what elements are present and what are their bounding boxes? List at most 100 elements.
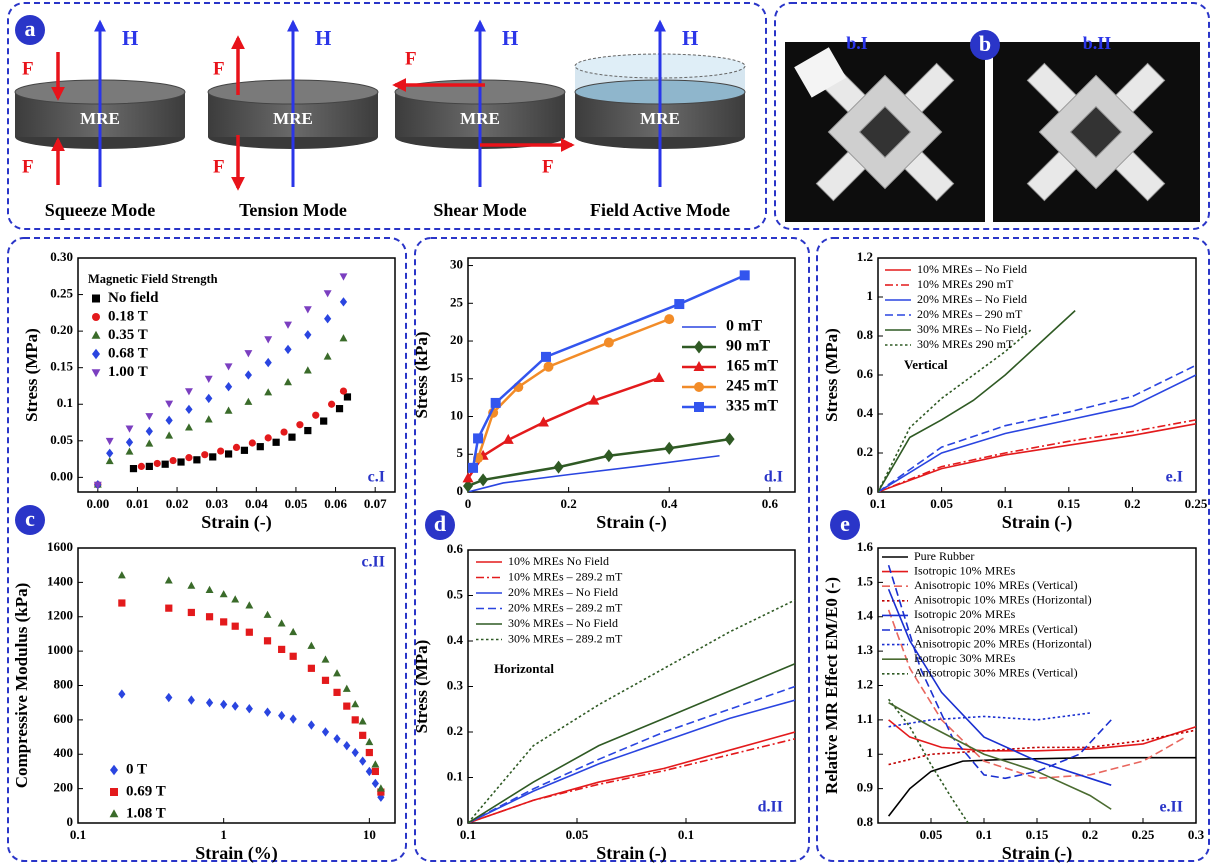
marker-circle bbox=[92, 313, 100, 321]
y-tick-label: 400 bbox=[54, 745, 74, 760]
series-line bbox=[468, 699, 795, 823]
marker-square bbox=[540, 351, 551, 362]
series-line bbox=[878, 310, 1076, 492]
y-tick-label: 20 bbox=[450, 332, 463, 347]
marker-square bbox=[161, 460, 169, 468]
y-tick-label: 0.15 bbox=[50, 359, 73, 374]
x-tick-label: 0.04 bbox=[245, 496, 268, 511]
x-tick-label: 1 bbox=[220, 827, 227, 842]
marker-square bbox=[320, 417, 328, 425]
force-label: F bbox=[542, 156, 554, 177]
material-label: MRE bbox=[80, 109, 120, 128]
marker-triangle bbox=[284, 377, 292, 386]
marker-diamond bbox=[231, 701, 239, 711]
marker-diamond bbox=[284, 344, 292, 355]
marker-square bbox=[245, 628, 253, 636]
marker-triangle bbox=[264, 388, 273, 396]
marker-triangle bbox=[165, 400, 174, 408]
marker-triangle bbox=[231, 595, 240, 603]
x-tick-label: 0.05 bbox=[930, 496, 953, 511]
series-line bbox=[468, 731, 795, 823]
marker-square bbox=[739, 270, 750, 281]
x-tick-label: 0.1 bbox=[870, 496, 886, 511]
marker-square bbox=[377, 788, 385, 796]
marker-circle bbox=[603, 337, 614, 348]
y-axis-label: Stress (MPa) bbox=[412, 640, 431, 734]
annotation: Vertical bbox=[904, 357, 948, 372]
legend-label: 10% MREs 290 mT bbox=[917, 277, 1014, 291]
x-axis-label: Strain (-) bbox=[596, 512, 667, 533]
y-tick-label: 1.2 bbox=[857, 249, 873, 264]
marker-diamond bbox=[165, 692, 173, 703]
marker-triangle bbox=[307, 641, 316, 649]
marker-diamond bbox=[553, 460, 564, 474]
marker-diamond bbox=[694, 340, 704, 354]
force-label: F bbox=[22, 58, 34, 79]
marker-diamond bbox=[664, 441, 675, 455]
marker-triangle bbox=[117, 571, 126, 579]
x-tick-label: 0.1 bbox=[70, 827, 86, 842]
marker-square bbox=[240, 446, 249, 454]
legend-label: 10% MREs – 289.2 mT bbox=[508, 569, 623, 583]
legend-label: 30% MREs – No Field bbox=[917, 322, 1027, 336]
series-line bbox=[468, 663, 795, 823]
y-axis-label: Stress (kPa) bbox=[412, 331, 431, 418]
legend-label: Anisotropic 20% MREs (Horizontal) bbox=[914, 636, 1092, 650]
legend-label: No field bbox=[108, 290, 159, 306]
legend-label: 0.18 T bbox=[108, 308, 148, 324]
y-tick-label: 0 bbox=[457, 814, 464, 829]
x-tick-label: 0.15 bbox=[1026, 827, 1049, 842]
mode-title: Tension Mode bbox=[239, 200, 347, 220]
y-tick-label: 0.4 bbox=[447, 632, 464, 647]
panel-tag: c.II bbox=[361, 554, 385, 571]
y-tick-label: 0.9 bbox=[857, 780, 874, 795]
legend-label: Isotropic 30% MREs bbox=[914, 651, 1016, 665]
panel-badge bbox=[425, 510, 455, 540]
x-tick-label: 0.05 bbox=[920, 827, 943, 842]
marker-triangle bbox=[105, 456, 114, 465]
marker-diamond bbox=[263, 707, 272, 717]
marker-diamond bbox=[333, 734, 341, 744]
marker-diamond bbox=[205, 393, 213, 404]
x-tick-label: 0.01 bbox=[126, 496, 149, 511]
marker-triangle bbox=[109, 809, 119, 818]
x-tick-label: 10 bbox=[363, 827, 376, 842]
marker-triangle bbox=[277, 619, 286, 627]
series-line bbox=[888, 729, 1196, 766]
marker-triangle bbox=[351, 700, 360, 708]
marker-circle bbox=[153, 459, 161, 468]
y-tick-label: 1000 bbox=[47, 642, 73, 657]
legend-label: 30% MREs – 289.2 mT bbox=[508, 631, 623, 645]
legend-label: 1.08 T bbox=[126, 805, 166, 821]
y-tick-label: 0.5 bbox=[447, 586, 464, 601]
marker-square bbox=[165, 604, 173, 612]
series-line bbox=[888, 712, 1091, 728]
series-line bbox=[878, 374, 1196, 492]
y-tick-label: 0.2 bbox=[447, 723, 463, 738]
marker-circle bbox=[694, 382, 704, 392]
marker-square bbox=[371, 767, 379, 776]
y-axis-label: Relative MR Effect EM/E0 (-) bbox=[822, 577, 841, 794]
marker-square bbox=[231, 622, 239, 630]
series-line bbox=[887, 756, 1196, 817]
marker-diamond bbox=[289, 714, 297, 724]
x-tick-label: 0.2 bbox=[1124, 496, 1140, 511]
marker-triangle bbox=[187, 581, 196, 589]
marker-square bbox=[307, 664, 315, 672]
x-tick-label: 0.1 bbox=[678, 827, 694, 842]
legend-label: Anisotropic 30% MREs (Vertical) bbox=[914, 666, 1078, 680]
panel-label: a bbox=[25, 16, 36, 41]
marker-square bbox=[351, 716, 359, 724]
marker-square bbox=[92, 294, 100, 303]
marker-triangle bbox=[145, 413, 154, 421]
plot-frame bbox=[877, 547, 1197, 824]
marker-diamond bbox=[603, 449, 614, 463]
y-tick-label: 30 bbox=[450, 257, 463, 272]
x-tick-label: 0.2 bbox=[1082, 827, 1098, 842]
material-label: MRE bbox=[460, 109, 500, 128]
marker-square bbox=[118, 599, 126, 607]
marker-diamond bbox=[185, 404, 193, 415]
marker-triangle bbox=[105, 437, 114, 446]
marker-triangle bbox=[502, 433, 514, 444]
x-axis-label: Strain (%) bbox=[195, 843, 278, 864]
